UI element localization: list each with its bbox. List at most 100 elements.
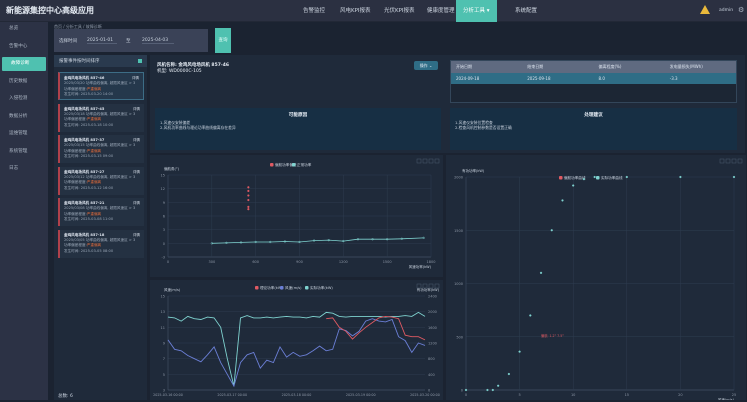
data-point[interactable] (283, 240, 286, 243)
alarm-card[interactable]: 金鸡风电场风机 857-37 详情 2025/03/15 功率曲线偏离, 超限风速区… (58, 135, 144, 163)
detail-link[interactable]: 详情 (132, 232, 140, 237)
legend-swatch[interactable] (305, 286, 309, 290)
data-point[interactable] (247, 189, 250, 193)
data-point[interactable] (732, 175, 736, 179)
warning-icon[interactable] (700, 5, 710, 14)
toolbox-icon[interactable] (719, 158, 725, 164)
detail-link[interactable]: 详情 (132, 106, 140, 111)
toolbox-icon[interactable] (422, 158, 428, 164)
legend-swatch[interactable] (280, 286, 284, 290)
data-point[interactable] (625, 175, 628, 179)
nav-item[interactable]: 光伏KPI报表 (384, 8, 415, 14)
toolbox-icon[interactable] (416, 283, 422, 289)
data-point[interactable] (247, 205, 250, 208)
data-point[interactable] (313, 239, 316, 242)
legend-swatch[interactable] (559, 176, 563, 180)
toolbox-icon[interactable] (731, 158, 737, 164)
alarm-card[interactable]: 金鸡风电场风机 857-21 详情 2025/03/08 功率曲线偏离, 超限风速区… (58, 198, 144, 226)
user-name[interactable]: admin (719, 8, 734, 13)
data-point[interactable] (561, 199, 564, 202)
nav-item[interactable]: 健康度管理 (427, 8, 455, 14)
breadcrumb-item[interactable]: 首页 (54, 24, 62, 29)
data-point[interactable] (247, 186, 250, 189)
data-point[interactable] (486, 388, 489, 392)
sidebar-item[interactable]: 入侵检测 (9, 96, 28, 101)
data-point[interactable] (679, 175, 682, 179)
breadcrumb-item[interactable]: 故障诊断 (85, 24, 102, 29)
data-point[interactable] (225, 241, 228, 244)
data-point[interactable] (371, 238, 374, 241)
legend-swatch[interactable] (292, 163, 296, 167)
end-date-input[interactable]: 2025-04-03 (142, 38, 174, 44)
data-point[interactable] (342, 239, 345, 243)
data-point[interactable] (550, 229, 553, 232)
legend-label[interactable]: 实际功率曲线 (601, 175, 623, 180)
toolbox-icon[interactable] (737, 158, 743, 164)
data-point[interactable] (247, 208, 250, 211)
action-dropdown[interactable]: 操作 ⌄ (414, 61, 438, 70)
data-point[interactable] (572, 184, 575, 187)
data-point[interactable] (327, 239, 330, 242)
data-point[interactable] (269, 240, 272, 244)
data-point[interactable] (518, 350, 521, 353)
data-point[interactable] (254, 240, 257, 244)
sidebar-item[interactable]: 运维管理 (9, 131, 28, 136)
data-point[interactable] (464, 388, 468, 392)
data-point[interactable] (529, 314, 532, 317)
data-point[interactable] (239, 241, 243, 244)
data-point[interactable] (386, 238, 389, 241)
legend-swatch[interactable] (255, 286, 259, 290)
data-point[interactable] (298, 240, 301, 244)
toolbox-icon[interactable] (422, 283, 428, 289)
legend-label[interactable]: 理论功率(kW) (260, 285, 283, 290)
data-point[interactable] (507, 372, 510, 376)
alarm-card[interactable]: 金鸡风电场风机 857-46 详情 2025/03/20 功率曲线偏离, 超限风速区… (58, 72, 144, 100)
data-point[interactable] (593, 175, 596, 179)
toolbox-icon[interactable] (434, 283, 440, 289)
toolbox-icon[interactable] (428, 158, 434, 164)
alarm-card[interactable]: 金鸡风电场风机 857-27 详情 2025/03/12 功率曲线偏离, 超限风速区… (58, 166, 144, 195)
toolbox-icon[interactable] (428, 283, 434, 289)
legend-label[interactable]: 偏航功率曲线 (564, 175, 586, 180)
detail-link[interactable]: 详情 (132, 169, 140, 174)
data-point[interactable] (582, 178, 586, 181)
legend-swatch[interactable] (596, 176, 600, 180)
detail-link[interactable]: 详情 (132, 201, 140, 205)
sort-icon[interactable] (138, 59, 142, 63)
nav-item[interactable]: 分析工具 ▾ (456, 0, 497, 22)
data-point[interactable] (539, 271, 543, 274)
sidebar-item[interactable]: 数据分析 (9, 113, 28, 119)
sidebar-item[interactable]: 告警中心 (9, 43, 28, 49)
data-point[interactable] (247, 198, 250, 202)
data-point[interactable] (356, 238, 360, 241)
sidebar-item[interactable]: 系统管理 (9, 148, 28, 154)
legend-label[interactable]: 实际功率(kW) (310, 285, 333, 290)
data-point[interactable] (400, 237, 403, 240)
alarm-card[interactable]: 金鸡风电场风机 857-18 详情 2025/03/05 功率曲线偏离, 超限风速区… (58, 229, 144, 258)
legend-swatch[interactable] (270, 163, 274, 167)
nav-item[interactable]: 风电KPI报表 (340, 8, 371, 14)
toolbox-icon[interactable] (434, 158, 440, 164)
table-row[interactable]: 2024-09-18 2025-09-18 8.0 -3.3 (451, 73, 736, 84)
sidebar-item[interactable]: 故障诊断 (2, 57, 46, 71)
detail-link[interactable]: 详情 (131, 76, 139, 80)
breadcrumb-item[interactable]: 分析工具 (65, 24, 82, 29)
sidebar-item[interactable]: 总览 (9, 26, 19, 31)
legend-label[interactable]: 风速(m/s) (285, 285, 302, 290)
nav-item[interactable]: 系统配置 (515, 8, 538, 14)
nav-item[interactable]: 告警监控 (303, 8, 326, 14)
data-point[interactable] (247, 194, 250, 197)
start-date-input[interactable]: 2025-01-01 (87, 38, 117, 44)
data-point[interactable] (210, 242, 213, 245)
query-button[interactable]: 查询 (215, 28, 231, 53)
data-point[interactable] (491, 388, 494, 392)
toolbox-icon[interactable] (416, 158, 422, 164)
sidebar-item[interactable]: 日志 (9, 166, 19, 171)
legend-label[interactable]: 偏航功率偏差 (275, 162, 297, 167)
data-point[interactable] (422, 236, 425, 239)
gear-icon[interactable]: ⚙ (738, 6, 745, 14)
toolbox-icon[interactable] (725, 158, 731, 164)
sidebar-item[interactable]: 历史数据 (9, 78, 28, 84)
legend-label[interactable]: 正常功率 (297, 162, 312, 167)
data-point[interactable] (497, 384, 500, 387)
